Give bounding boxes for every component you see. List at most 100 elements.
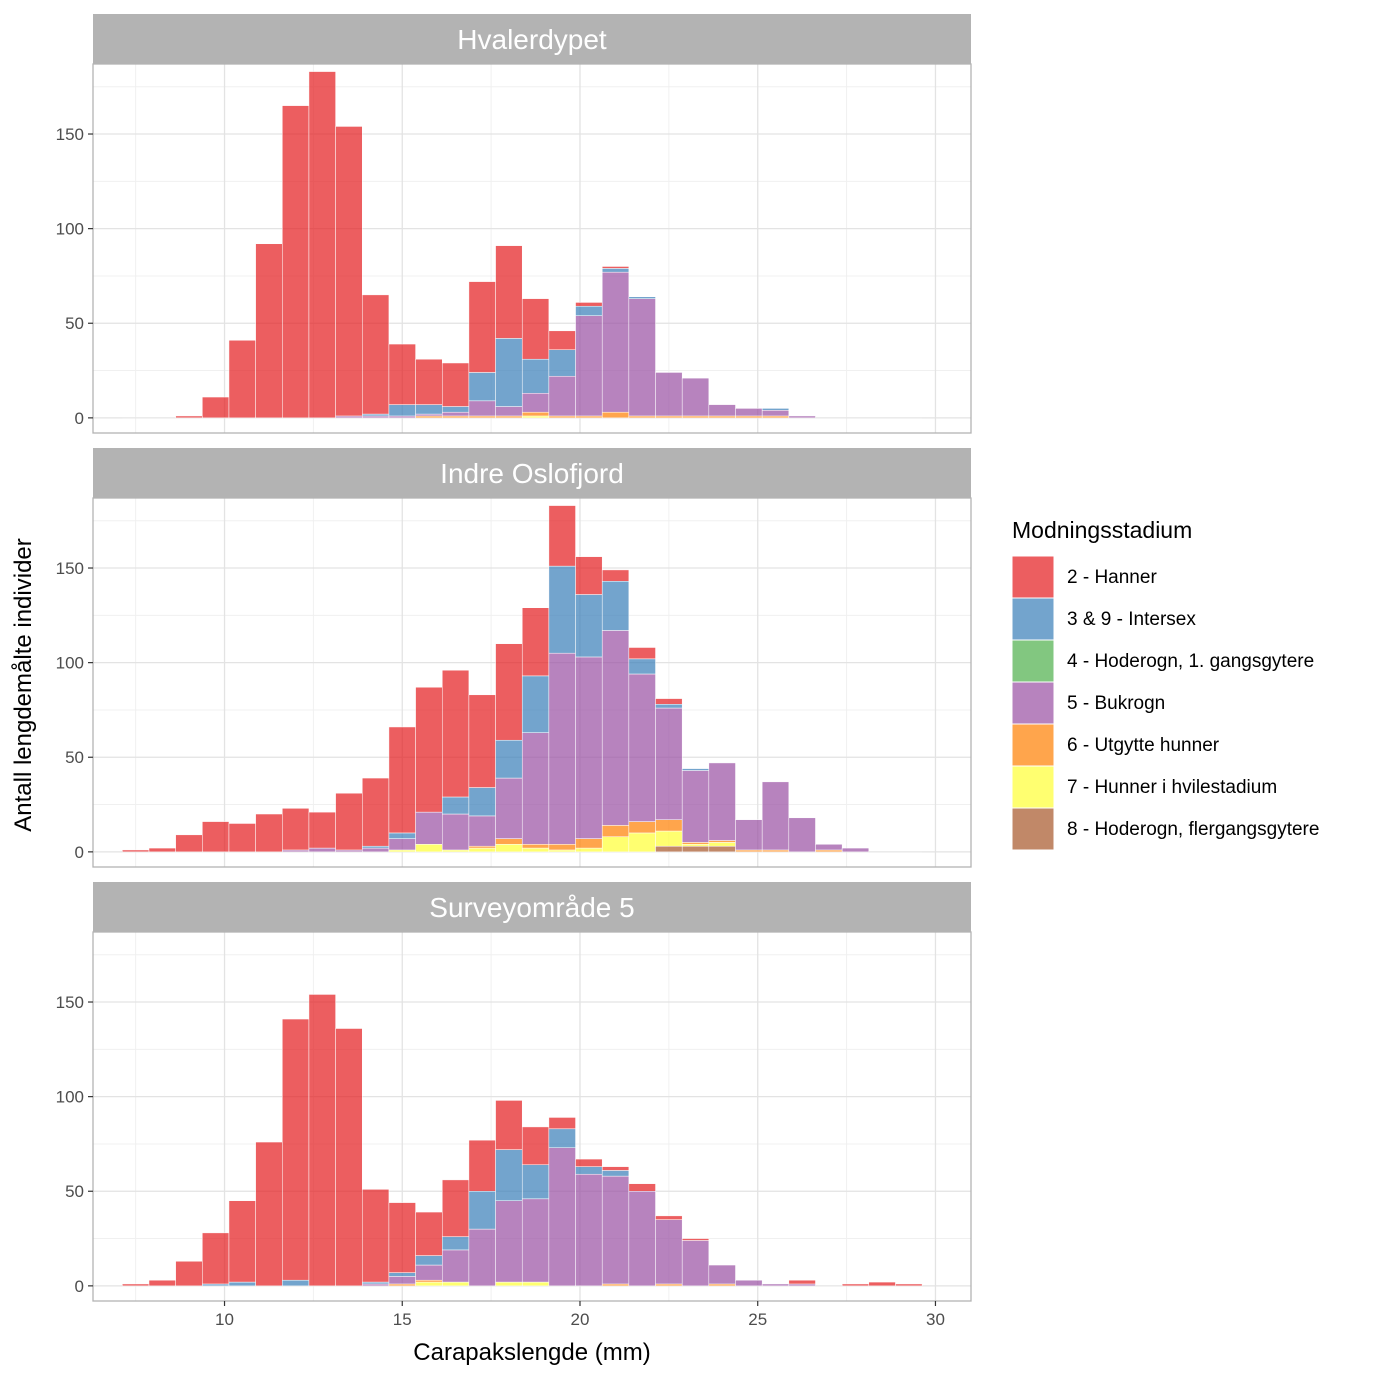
bar-segment-s3 (521, 1164, 550, 1200)
bar-segment-s6 (468, 845, 496, 849)
bar-segment-s2 (202, 396, 230, 419)
bar-segment-s5 (548, 652, 576, 845)
bar-segment-s2 (175, 415, 203, 419)
bar-segment-s5 (415, 811, 443, 845)
bar-segment-s5 (655, 372, 683, 417)
bar-segment-s2 (335, 126, 363, 417)
panel-border (92, 63, 972, 434)
bar-segment-s5 (575, 1173, 603, 1287)
bar-segment-s2 (202, 821, 230, 853)
bar-segment-s2 (228, 340, 256, 419)
bar-segment-s6 (628, 821, 656, 834)
bar-segment-s5 (441, 813, 470, 851)
bar-segment-s2 (548, 1117, 576, 1130)
bar-segment-s5 (815, 844, 843, 851)
bar-segment-s2 (655, 698, 683, 705)
bar-segment-s2 (362, 1189, 390, 1283)
bar-segment-s2 (601, 569, 630, 582)
bar-segment-s7 (681, 844, 710, 847)
bar-segment-s2 (255, 813, 283, 853)
x-tick-label: 30 (926, 1310, 945, 1329)
bar-segment-s6 (468, 415, 496, 419)
bar-segment-s2 (841, 1283, 870, 1287)
bar-segment-s3 (761, 408, 790, 411)
facet-strip-title: Indre Oslofjord (440, 458, 624, 489)
bar-segment-s6 (708, 840, 736, 843)
bar-segment-s6 (415, 415, 443, 419)
bar-segment-s6 (388, 1283, 416, 1287)
bar-segment-s6 (735, 849, 763, 853)
bar-segment-s2 (521, 298, 550, 360)
y-tick-label: 100 (56, 220, 84, 239)
bar-segment-s2 (575, 1158, 603, 1167)
bar-segment-s2 (228, 1200, 256, 1283)
facet-strip (93, 882, 971, 932)
bar-segment-s3 (388, 832, 416, 839)
bar-segment-s2 (495, 245, 523, 339)
bar-segment-s7 (628, 832, 656, 853)
bar-segment-s5 (681, 377, 710, 417)
bar-segment-s6 (815, 849, 843, 853)
bar-segment-s2 (788, 1279, 816, 1285)
bar-segment-s5 (388, 1276, 416, 1285)
bar-segment-s2 (122, 849, 150, 853)
bar-segment-s6 (548, 415, 576, 419)
bar-segment-s5 (388, 838, 416, 851)
bar-segment-s5 (495, 1200, 523, 1283)
bar-segment-s2 (255, 1141, 283, 1287)
facet-panel: Indre Oslofjord 0 50 100 150 (56, 448, 972, 868)
bar-segment-s2 (308, 811, 336, 849)
bar-segment-s5 (521, 393, 550, 413)
x-axis: 10 15 20 25 30 (215, 1301, 945, 1329)
bar-segment-s5 (362, 1283, 390, 1287)
bar-segment-s2 (495, 1100, 523, 1150)
bar-segment-s5 (468, 815, 496, 847)
y-tick-label: 150 (56, 559, 84, 578)
bar-segment-s7 (468, 847, 496, 853)
bar-segment-s3 (548, 349, 576, 377)
bar-segment-s7 (708, 842, 736, 847)
legend-title: Modningsstadium (1012, 517, 1192, 543)
bar-segment-s5 (441, 1249, 470, 1283)
bar-segment-s3 (362, 413, 390, 417)
bar-segment-s2 (202, 1232, 230, 1285)
legend-key-s6 (1011, 723, 1055, 767)
bar-segment-s5 (308, 847, 336, 853)
bar-segment-s3 (362, 845, 390, 849)
bar-segment-s5 (575, 315, 603, 417)
legend-key-s2 (1011, 555, 1055, 599)
bar-segment-s7 (521, 415, 550, 419)
bar-segment-s2 (468, 1139, 496, 1192)
bar-segment-s3 (228, 1281, 256, 1287)
bar-segment-s5 (282, 849, 310, 853)
bar-segment-s2 (575, 302, 603, 307)
bar-segment-s7 (415, 1281, 443, 1287)
bar-segment-s2 (601, 266, 630, 269)
y-tick-label: 50 (65, 748, 84, 767)
bar-segment-s5 (521, 732, 550, 845)
bar-segment-s3 (521, 358, 550, 394)
bar-segment-s2 (628, 647, 656, 660)
bar-segment-s3 (388, 404, 416, 417)
bar-segment-s6 (761, 849, 790, 853)
bar-segment-s7 (521, 847, 550, 853)
bar-segment-s2 (628, 1183, 656, 1192)
bar-segment-s5 (708, 762, 736, 841)
bar-segment-s7 (495, 1281, 523, 1287)
bar-segment-s2 (228, 823, 256, 853)
bar-segment-s6 (761, 415, 790, 419)
bar-segment-s3 (362, 1281, 390, 1285)
bar-segment-s3 (575, 1166, 603, 1175)
bar-segment-s5 (761, 1283, 790, 1287)
bar-segment-s5 (761, 781, 790, 851)
bar-segment-s2 (255, 243, 283, 419)
bar-segment-s6 (521, 844, 550, 849)
bar-segment-s5 (681, 1240, 710, 1287)
bar-segment-s5 (601, 1175, 630, 1285)
bar-segment-s7 (441, 1281, 470, 1287)
bar-segment-s7 (415, 844, 443, 853)
bar-segment-s2 (655, 1215, 683, 1220)
bar-segment-s2 (122, 1283, 150, 1287)
y-tick-label: 150 (56, 993, 84, 1012)
bar-segment-s3 (655, 704, 683, 709)
